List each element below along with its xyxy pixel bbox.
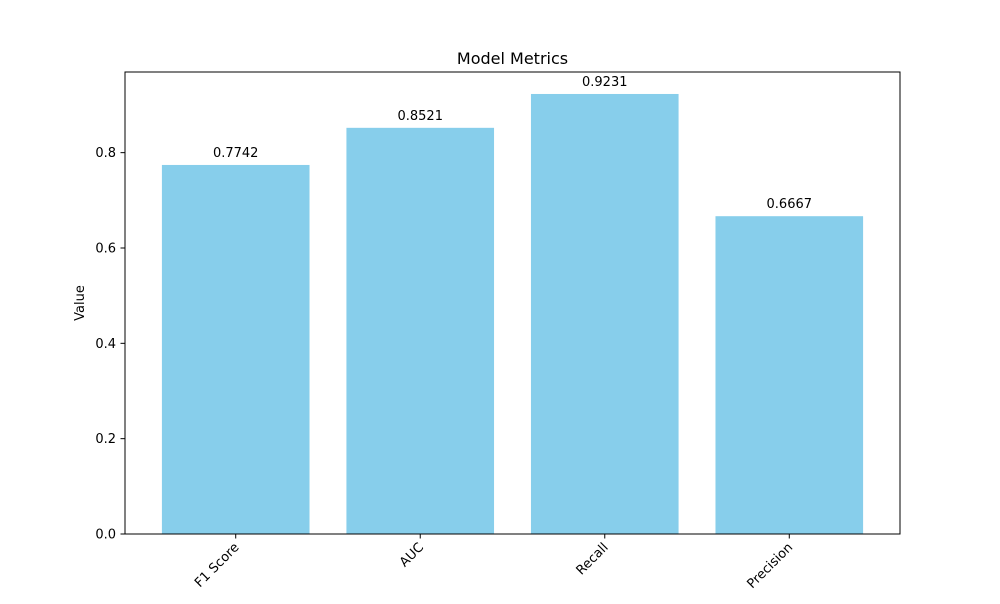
bar-auc — [346, 127, 495, 535]
chart-title: Model Metrics — [457, 49, 568, 68]
y-tick-label: 0.8 — [95, 146, 116, 161]
bar-recall — [530, 93, 679, 534]
axes-frame — [124, 71, 901, 535]
x-tick-label: Recall — [574, 540, 612, 578]
bar-precision — [715, 216, 864, 535]
x-tick-label: Precision — [744, 540, 796, 592]
bar-value-label: 0.8521 — [397, 109, 443, 124]
y-tick-label: 0.2 — [95, 432, 116, 447]
y-tick-label: 0.4 — [95, 337, 116, 352]
y-axis-label: Value — [73, 285, 88, 321]
plot-area: 0.7742 0.8521 0.9231 0.6667 0.0 0.2 0.4 0.6 0.8 F… — [95, 71, 901, 592]
bar-value-label: 0.9231 — [582, 75, 628, 90]
x-tick-label: AUC — [397, 540, 427, 570]
y-tick-label: 0.6 — [95, 241, 116, 256]
y-tick-label: 0.0 — [95, 528, 116, 543]
bar-value-label: 0.6667 — [767, 197, 813, 212]
x-tick-label: F1 Score — [192, 540, 242, 590]
bar-f1-score — [161, 164, 310, 535]
bar-value-label: 0.7742 — [213, 146, 259, 161]
